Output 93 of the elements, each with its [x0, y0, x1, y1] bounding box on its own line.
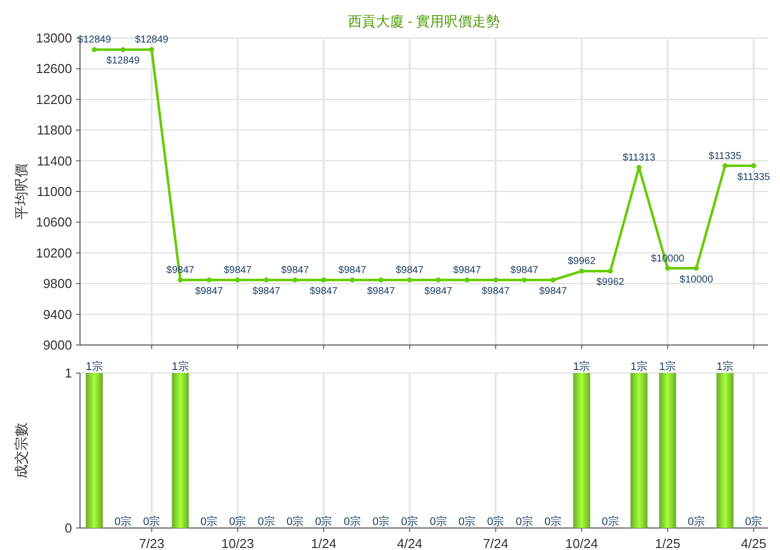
data-label: 0宗	[516, 515, 533, 528]
data-label: $9847	[510, 264, 539, 276]
point	[608, 268, 613, 274]
data-label: 0宗	[487, 515, 504, 528]
data-label: $9847	[224, 264, 252, 276]
x-tick-label: 10/24	[565, 536, 598, 550]
data-label: $10000	[680, 274, 714, 286]
point	[378, 277, 384, 282]
data-label: $11335	[737, 172, 770, 183]
y-tick-label: 0	[64, 520, 72, 536]
point	[636, 164, 642, 170]
data-label: 0宗	[114, 515, 132, 528]
data-label: 1宗	[630, 360, 648, 373]
y-tick-label: 11800	[36, 122, 72, 138]
x-tick-label: 1/25	[655, 536, 680, 550]
chart-title: 西貢大廈 - 實用呎價走勢	[348, 13, 500, 29]
point	[120, 47, 126, 52]
data-label: $9847	[367, 286, 396, 297]
data-label: $9847	[195, 286, 224, 297]
data-label: $9847	[424, 286, 453, 297]
y-tick-label: 9000	[43, 338, 72, 352]
y-tick-label: 11400	[36, 153, 72, 168]
data-label: 1宗	[716, 360, 734, 373]
point	[321, 277, 326, 282]
data-label: $9847	[539, 286, 568, 297]
data-label: 0宗	[344, 515, 361, 528]
data-label: 0宗	[401, 515, 418, 528]
x-tick-label: 7/24	[483, 536, 508, 550]
y-tick-label: 12600	[36, 61, 72, 76]
data-label: 0宗	[200, 515, 218, 528]
data-label: 0宗	[286, 515, 304, 528]
x-tick-label: 7/23	[139, 536, 164, 550]
point	[235, 277, 240, 282]
y-tick-label: 10600	[36, 214, 72, 230]
data-label: 0宗	[544, 515, 562, 528]
data-label: $9962	[568, 256, 596, 268]
point	[264, 277, 269, 282]
data-label: 0宗	[229, 515, 246, 528]
data-label: $9847	[453, 264, 482, 276]
data-label: 1宗	[573, 360, 590, 373]
y-axis-title: 平均呎價	[13, 164, 29, 220]
data-label: $9847	[310, 286, 338, 297]
x-tick-label: 4/24	[397, 536, 422, 550]
point	[92, 47, 97, 52]
data-label: 0宗	[458, 515, 476, 528]
point	[694, 266, 699, 271]
point	[206, 277, 212, 282]
data-label: 1宗	[172, 360, 189, 373]
y-tick-label: 11000	[36, 184, 72, 199]
point	[665, 266, 670, 271]
data-label: $12849	[106, 56, 140, 67]
point	[350, 277, 355, 282]
data-label: 0宗	[143, 515, 160, 528]
data-label: $11335	[708, 150, 742, 162]
point	[149, 47, 154, 52]
data-label: 0宗	[315, 515, 332, 528]
point	[436, 277, 441, 282]
point	[722, 163, 728, 168]
data-label: $9847	[338, 264, 367, 276]
data-label: 0宗	[688, 515, 705, 528]
data-label: 0宗	[430, 515, 447, 528]
y-tick-label: 9800	[43, 276, 72, 292]
point	[407, 277, 412, 282]
data-label: 0宗	[745, 515, 762, 528]
point	[464, 277, 470, 282]
data-label: 0宗	[372, 515, 390, 528]
data-label: 0宗	[258, 515, 275, 528]
data-label: $9847	[281, 264, 310, 276]
y-tick-label: 12200	[36, 92, 72, 107]
point	[522, 277, 527, 282]
point	[493, 277, 498, 282]
data-label: $11313	[622, 152, 656, 164]
data-label: $9847	[252, 286, 281, 297]
data-label: $9847	[482, 286, 510, 297]
point	[292, 277, 298, 282]
point	[550, 277, 556, 282]
point	[751, 163, 756, 168]
data-label: 0宗	[602, 515, 619, 528]
x-tick-label: 10/23	[221, 536, 254, 550]
data-label: 1宗	[86, 360, 103, 373]
point	[579, 268, 584, 274]
x-tick-label: 4/25	[741, 536, 766, 550]
data-label: $9962	[596, 277, 625, 288]
y-tick-label: 13000	[36, 30, 72, 46]
data-label: $12849	[134, 34, 169, 46]
y-tick-label: 10200	[36, 245, 72, 260]
y-tick-label: 1	[64, 366, 72, 380]
y-tick-label: 9400	[43, 306, 72, 322]
x-tick-label: 1/24	[311, 536, 336, 550]
data-label: $9847	[396, 264, 424, 276]
y-axis-title: 成交宗數	[13, 422, 29, 478]
data-label: 1宗	[659, 360, 676, 373]
point	[178, 277, 183, 282]
